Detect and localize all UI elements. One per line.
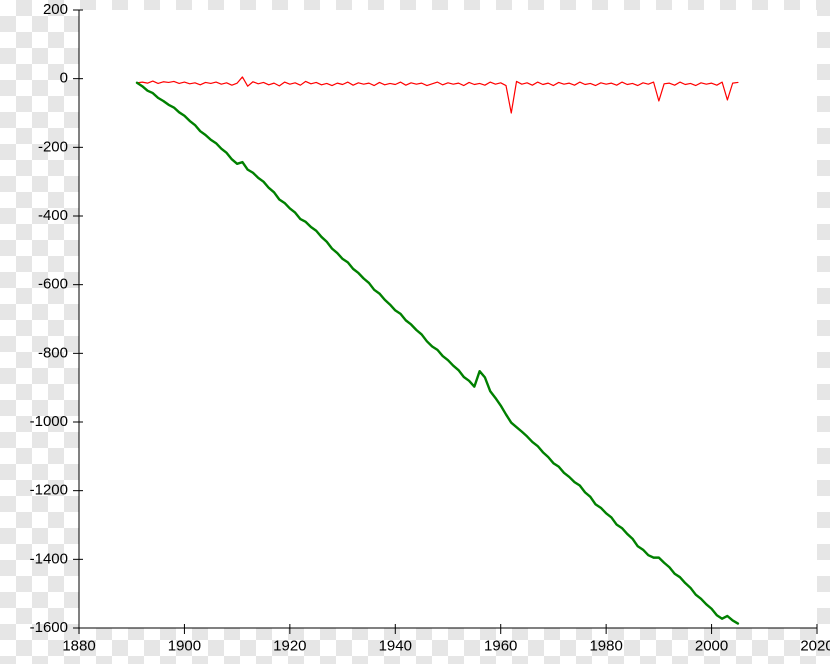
x-tick-label: 1880 [62, 637, 95, 654]
y-tick-label: 200 [43, 1, 68, 18]
y-tick-label: -1400 [30, 550, 68, 567]
y-tick-label: -1200 [30, 482, 68, 499]
x-tick-label: 1980 [589, 637, 622, 654]
x-tick-label: 1920 [273, 637, 306, 654]
plot-area [79, 10, 817, 628]
y-tick-label: -1000 [30, 413, 68, 430]
y-tick-label: 0 [60, 70, 68, 87]
x-tick-label: 1940 [379, 637, 412, 654]
y-tick-label: -800 [38, 344, 68, 361]
x-tick-label: 1900 [168, 637, 201, 654]
y-tick-label: -200 [38, 138, 68, 155]
line-chart: 188019001920194019601980200020202000-200… [0, 0, 830, 664]
y-tick-label: -400 [38, 207, 68, 224]
x-tick-label: 2000 [695, 637, 728, 654]
x-tick-label: 1960 [484, 637, 517, 654]
x-tick-label: 2020 [800, 637, 830, 654]
y-tick-label: -600 [38, 276, 68, 293]
y-tick-label: -1600 [30, 619, 68, 636]
